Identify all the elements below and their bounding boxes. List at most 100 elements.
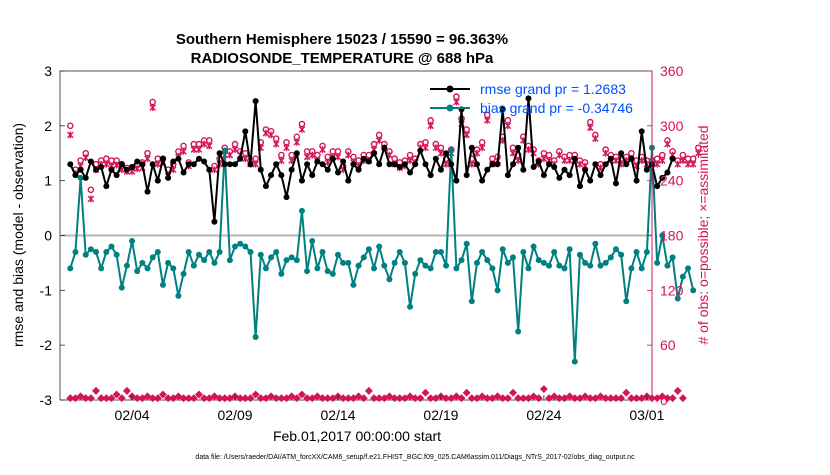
assimilated-obs-point [133,165,141,173]
assimilated-obs-point [504,122,512,130]
sparse-obs-point [632,394,641,403]
rmse-point [93,166,100,173]
rmse-point [659,174,666,181]
assimilated-obs-point [87,195,95,203]
assimilated-obs-point [103,160,110,168]
rmse-point [556,174,563,181]
bias-point [319,248,326,255]
sparse-obs-point [555,394,564,403]
assimilated-obs-point [566,157,573,164]
sparse-obs-point [514,394,523,403]
sparse-obs-point [241,394,250,403]
rmse-point [149,161,156,168]
assimilated-obs-point [200,140,208,148]
rmse-point [309,172,316,179]
assimilated-obs-point [427,122,434,130]
bias-point [566,246,573,253]
bias-point [602,259,609,266]
sparse-obs-point [586,394,595,403]
assimilated-obs-point [695,149,702,157]
sparse-obs-point [256,394,265,403]
rmse-point [576,183,583,190]
sparse-obs-point [215,394,224,403]
assimilated-obs-point [211,166,218,174]
sparse-obs-point [375,394,384,403]
bias-point [324,268,331,275]
sparse-obs-point [195,390,203,399]
rmse-point [623,161,630,168]
rmse-point [345,177,352,184]
assimilated-obs-point [586,124,594,132]
bias-point [159,281,166,288]
bias-point [582,259,589,266]
bias-point [206,248,213,255]
assimilated-obs-point [298,126,306,133]
assimilated-obs-point [334,153,342,161]
bias-point [587,262,594,269]
sparse-obs-point [292,394,301,403]
sparse-obs-point [303,394,312,403]
x-tick-label: 02/24 [526,407,561,423]
bias-point [628,265,635,272]
rmse-point [443,150,450,157]
bias-point [633,248,640,255]
assimilated-obs-point [252,160,259,168]
rmse-point [463,172,470,179]
assimilated-obs-point [231,146,239,153]
sparse-obs-point [297,390,306,399]
rmse-point [484,166,491,173]
rmse-point [654,183,661,190]
rmse-point [535,158,542,165]
assimilated-obs-point [82,154,90,162]
bias-point [293,257,300,264]
rmse-point [185,161,192,168]
bias-point [67,265,74,272]
rmse-point [551,163,558,170]
bias-point [314,265,321,272]
rmse-point [139,161,146,168]
rmse-point [293,150,300,157]
rmse-point [159,155,166,162]
chart-title: Southern Hemisphere 15023 / 15590 = 96.3… [176,31,508,48]
bias-point [412,270,419,277]
bias-point [422,262,429,269]
rmse-point [427,172,434,179]
sparse-obs-point [663,394,672,403]
sparse-obs-point [411,394,420,403]
bias-point [520,248,527,255]
bias-point [664,262,671,269]
sparse-obs-point [483,394,492,403]
rmse-point [525,95,532,102]
chart-subtitle: RADIOSONDE_TEMPERATURE @ 688 hPa [191,50,494,67]
rmse-point [401,161,408,168]
bias-point [309,237,316,244]
sparse-obs-point [102,394,111,403]
sparse-obs-point [395,394,404,403]
sparse-obs-point [220,394,229,403]
bias-point [679,273,686,280]
bias-point [453,265,460,272]
rmse-point [376,161,383,168]
rmse-point [597,172,604,179]
y-tick-label: -2 [40,337,53,353]
rmse-point [257,166,264,173]
assimilated-obs-point [525,146,532,153]
assimilated-obs-point [308,151,316,159]
bias-point [386,276,393,283]
sparse-obs-point [236,394,245,403]
sparse-obs-point [318,394,327,403]
sparse-obs-point [277,394,286,403]
bias-point [262,265,269,272]
assimilated-obs-point [437,149,445,157]
bias-point [195,251,202,258]
bias-point [535,257,542,264]
sparse-obs-point [200,394,209,403]
sparse-obs-point [339,394,348,403]
bias-point [576,251,583,258]
bias-point [118,284,125,291]
bias-point [190,262,197,269]
rmse-point [381,144,388,151]
rmse-point [180,169,187,176]
assimilated-obs-point [653,160,661,168]
rmse-point [473,161,480,168]
